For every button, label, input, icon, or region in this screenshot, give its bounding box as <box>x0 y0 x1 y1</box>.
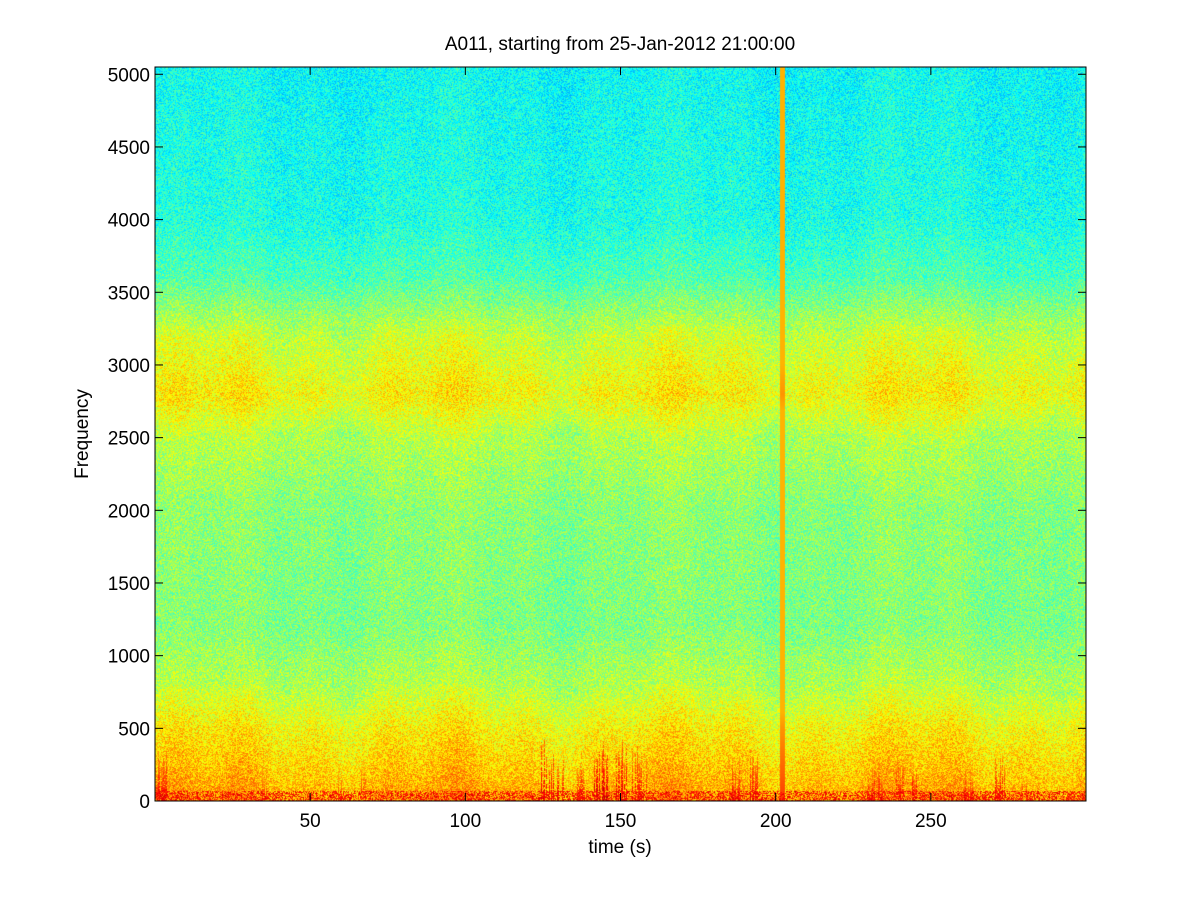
y-tick-label: 4000 <box>108 211 150 232</box>
y-axis-ticks: 0 500 1000 1500 2000 2500 3000 3500 4000 4500 5000 <box>108 65 1086 813</box>
y-tick-label: 4500 <box>108 138 150 159</box>
x-tick-label: 150 <box>605 811 637 832</box>
plot-area <box>154 66 1087 802</box>
y-tick-label: 3000 <box>108 356 150 377</box>
y-axis-label: Frequency <box>72 389 93 479</box>
chart-title: A011, starting from 25-Jan-2012 21:00:00 <box>445 34 795 55</box>
y-tick-label: 1500 <box>108 574 150 595</box>
y-tick-label: 1000 <box>108 647 150 668</box>
y-tick-label: 2500 <box>108 429 150 450</box>
y-tick-label: 500 <box>118 719 150 740</box>
y-tick-label: 2000 <box>108 501 150 522</box>
x-axis-label: time (s) <box>588 837 651 858</box>
spectrogram-image-wrapper <box>155 67 1086 801</box>
y-tick-label: 5000 <box>108 65 150 86</box>
y-tick-label: 3500 <box>108 283 150 304</box>
x-tick-label: 50 <box>300 811 321 832</box>
x-tick-label: 200 <box>760 811 792 832</box>
x-axis-ticks: 50 100 150 200 250 <box>300 67 947 832</box>
x-tick-label: 250 <box>915 811 947 832</box>
x-tick-label: 100 <box>449 811 481 832</box>
spectrogram-heatmap <box>155 67 1086 801</box>
y-tick-label: 0 <box>139 792 150 813</box>
